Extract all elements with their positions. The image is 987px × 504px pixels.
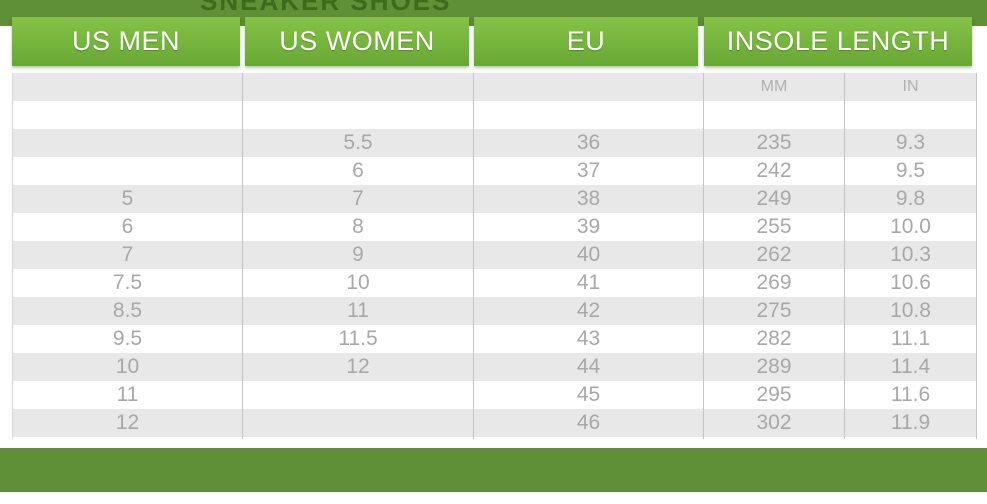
- cell-in: 10.0: [890, 215, 931, 238]
- column-divider: [242, 73, 243, 439]
- cell-women: [243, 381, 473, 409]
- table-row: 10 12 44 289 11.4: [13, 353, 977, 381]
- cell-eu: 39: [576, 215, 601, 238]
- cell-women: [243, 101, 473, 129]
- cell-mm: 269: [756, 271, 792, 294]
- cell-women: 12: [346, 355, 370, 378]
- table-row: 5 7 38 249 9.8: [13, 185, 977, 213]
- cell-mm: 282: [756, 327, 792, 350]
- cell-men: 7: [121, 243, 134, 266]
- cell-eu: 40: [576, 243, 601, 266]
- cell-eu: 36: [576, 131, 601, 154]
- cell-mm: 255: [756, 215, 792, 238]
- cell-in: 9.8: [895, 187, 926, 210]
- cell-eu: 38: [576, 187, 601, 210]
- table-row: 11 45 295 11.6: [13, 381, 977, 409]
- column-divider: [976, 73, 977, 439]
- header-insole-length: INSOLE LENGTH: [704, 17, 972, 66]
- table-subheader-row: MM IN: [13, 73, 977, 101]
- cell-mm: [704, 101, 844, 129]
- cell-in: 10.6: [890, 271, 931, 294]
- cell-eu: 43: [576, 327, 601, 350]
- cell-in: [845, 101, 976, 129]
- cell-eu: [474, 101, 703, 129]
- table-row: 7 9 40 262 10.3: [13, 241, 977, 269]
- cell-eu: 46: [576, 411, 601, 434]
- cell-men: 9.5: [112, 327, 143, 350]
- size-table: MM IN 5.5 36 235 9.3 6 37 242 9.5 5 7 38 249 9.8 6 8 39…: [12, 73, 977, 439]
- cell-men: 5: [121, 187, 134, 210]
- bottom-green-band: [0, 448, 987, 492]
- cell-mm: 242: [756, 159, 792, 182]
- cell-men: 7.5: [112, 271, 143, 294]
- cell-in: 11.1: [890, 327, 931, 350]
- cell-women: 8: [352, 215, 364, 238]
- table-row: 12 46 302 11.9: [13, 409, 977, 437]
- cell-eu: 45: [576, 383, 601, 406]
- header-us-women: US WOMEN: [245, 17, 469, 66]
- cell-eu: 41: [576, 271, 601, 294]
- cell-eu: 37: [576, 159, 601, 182]
- cell-mm: 262: [756, 243, 792, 266]
- column-divider: [703, 73, 704, 439]
- cell-in: 11.6: [890, 383, 931, 406]
- cell-in: 11.4: [890, 355, 931, 378]
- cell-women: 11: [347, 299, 369, 322]
- cell-men: [13, 157, 242, 185]
- table-row: 7.5 10 41 269 10.6: [13, 269, 977, 297]
- cell-women: 5.5: [343, 131, 373, 154]
- table-row: 6 8 39 255 10.0: [13, 213, 977, 241]
- cell-mm: 302: [756, 411, 792, 434]
- table-row: 6 37 242 9.5: [13, 157, 977, 185]
- cell-women: [243, 409, 473, 437]
- column-divider: [473, 73, 474, 439]
- cell-in: 11.9: [890, 411, 931, 434]
- cell-in: 9.3: [895, 131, 926, 154]
- table-row: [13, 101, 977, 129]
- subheader-in: IN: [902, 78, 919, 95]
- cell-men: [13, 101, 242, 129]
- cell-mm: 295: [756, 383, 792, 406]
- cell-eu: 42: [576, 299, 601, 322]
- banner-title: SNEAKER SHOES: [200, 0, 452, 16]
- cell-women: 7: [352, 187, 364, 210]
- cell-women: 9: [352, 243, 364, 266]
- cell-women: 6: [352, 159, 364, 182]
- cell-eu: 44: [576, 355, 601, 378]
- cell-men: 6: [121, 215, 134, 238]
- header-eu: EU: [474, 17, 698, 66]
- cell-men: [13, 129, 242, 157]
- cell-men: 11: [116, 383, 139, 406]
- cell-in: 10.8: [890, 299, 931, 322]
- table-row: 5.5 36 235 9.3: [13, 129, 977, 157]
- table-row: 8.5 11 42 275 10.8: [13, 297, 977, 325]
- subheader-mm: MM: [760, 78, 788, 95]
- cell-mm: 275: [756, 299, 792, 322]
- table-row: 9.5 11.5 43 282 11.1: [13, 325, 977, 353]
- cell-mm: 289: [756, 355, 792, 378]
- header-us-men: US MEN: [12, 17, 240, 66]
- cell-men: 8.5: [112, 299, 143, 322]
- cell-men: 12: [115, 411, 140, 434]
- cell-mm: 249: [756, 187, 792, 210]
- cell-women: 11.5: [338, 327, 378, 350]
- cell-mm: 235: [756, 131, 792, 154]
- cell-in: 9.5: [895, 159, 926, 182]
- cell-in: 10.3: [890, 243, 931, 266]
- cell-men: 10: [115, 355, 140, 378]
- cell-women: 10: [346, 271, 370, 294]
- column-divider: [844, 73, 845, 439]
